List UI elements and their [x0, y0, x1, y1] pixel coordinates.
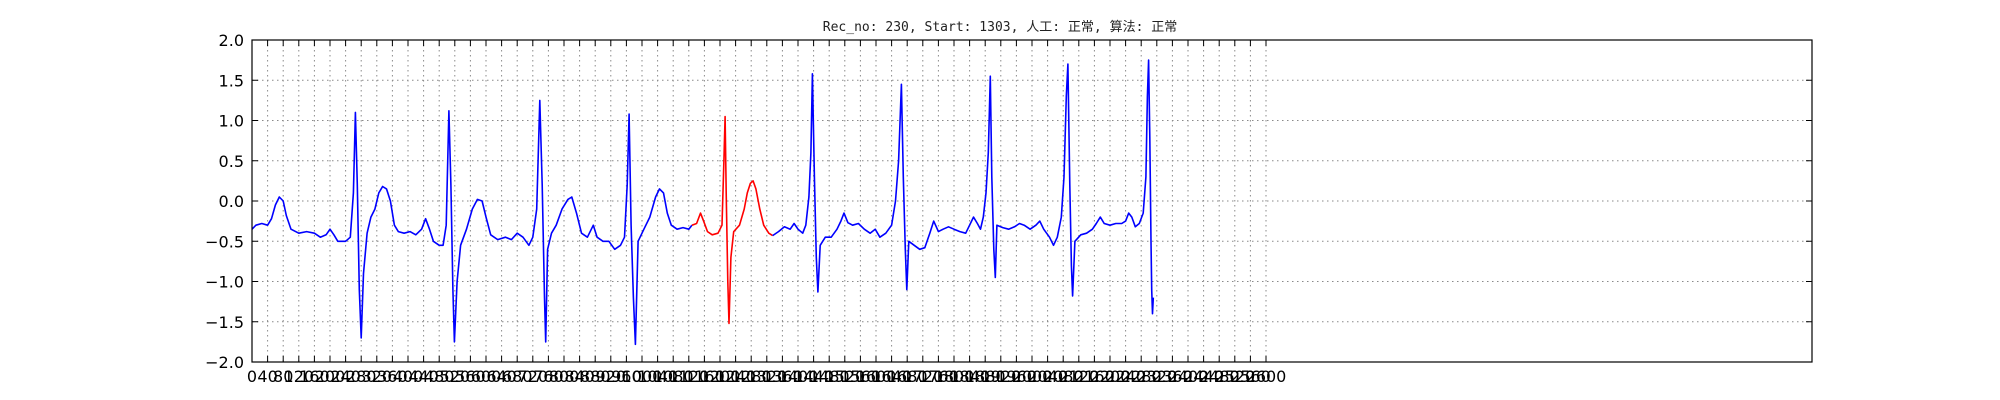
x-tick-label: 1040: [637, 367, 678, 386]
chart-title: Rec_no: 230, Start: 1303, 人工: 正常, 算法: 正常: [823, 20, 1177, 35]
ecg-series-1: [251, 99, 693, 346]
x-tick-label: 1520: [824, 367, 865, 386]
x-tick-label: 1800: [934, 367, 975, 386]
x-tick-label: 240: [330, 367, 361, 386]
x-tick-label: 1720: [902, 367, 943, 386]
x-tick-label: 1240: [715, 367, 756, 386]
x-tick-label: 1760: [918, 367, 959, 386]
y-axis-tick-labels: 2.0 1.5 1.0 0.5 0.0 −0.5 −1.0 −1.5 −2.0: [205, 31, 244, 372]
x-tick-label: 1120: [668, 367, 709, 386]
x-tick-label: 680: [502, 367, 533, 386]
x-tick-label: 2400: [1168, 367, 1209, 386]
y-tick-label: 1.5: [219, 71, 244, 90]
ecg-series-2: [691, 115, 774, 325]
x-tick-label: 80: [273, 367, 293, 386]
x-tick-label: 2600: [1246, 367, 1287, 386]
x-tick-label: 2120: [1058, 367, 1099, 386]
x-tick-label: 2360: [1152, 367, 1193, 386]
x-tick-label: 1680: [887, 367, 928, 386]
x-tick-label: 0: [247, 367, 257, 386]
x-tick-label: 120: [284, 367, 315, 386]
x-tick-label: 2320: [1136, 367, 1177, 386]
x-tick-label: 1880: [965, 367, 1006, 386]
y-tick-label: −1.5: [205, 313, 244, 332]
x-tick-label: 600: [471, 367, 502, 386]
x-tick-label: 2040: [1027, 367, 1068, 386]
y-tick-label: −0.5: [205, 232, 244, 251]
x-tick-label: 280: [346, 367, 377, 386]
x-tick-label: 1320: [746, 367, 787, 386]
x-tick-label: 320: [362, 367, 393, 386]
x-tick-label: 800: [549, 367, 580, 386]
x-tick-label: 2480: [1199, 367, 1240, 386]
ecg-series-3: [772, 59, 1155, 315]
x-tick-label: 1080: [653, 367, 694, 386]
axis-ticks: [251, 39, 1812, 363]
x-tick-label: 760: [533, 367, 564, 386]
x-tick-label: 960: [611, 367, 642, 386]
x-tick-label: 1400: [778, 367, 819, 386]
x-tick-label: 1480: [809, 367, 850, 386]
gridlines: [252, 40, 1812, 362]
y-tick-label: 0.0: [219, 192, 244, 211]
x-tick-label: 360: [377, 367, 408, 386]
x-tick-label: 2000: [1012, 367, 1053, 386]
x-tick-label: 1840: [949, 367, 990, 386]
x-tick-label: 1560: [840, 367, 881, 386]
x-tick-label: 1280: [731, 367, 772, 386]
x-tick-label: 2240: [1105, 367, 1146, 386]
x-tick-label: 200: [315, 367, 346, 386]
y-tick-label: 2.0: [219, 31, 244, 50]
x-tick-label: 1960: [996, 367, 1037, 386]
x-tick-label: 840: [564, 367, 595, 386]
x-tick-label: 2560: [1230, 367, 1271, 386]
x-tick-label: 520: [440, 367, 471, 386]
x-tick-label: 2080: [1043, 367, 1084, 386]
x-axis-tick-labels: 0 408012016020024028032036040044048052056…: [247, 367, 1286, 386]
x-tick-label: 1360: [762, 367, 803, 386]
y-tick-label: 1.0: [219, 112, 244, 131]
x-tick-label: 2200: [1090, 367, 1131, 386]
x-tick-label: 640: [486, 367, 517, 386]
y-tick-label: 0.5: [219, 152, 244, 171]
x-tick-label: 560: [455, 367, 486, 386]
x-tick-label: 2520: [1214, 367, 1255, 386]
x-tick-label: 40: [257, 367, 277, 386]
x-tick-label: 720: [518, 367, 549, 386]
x-tick-label: 1200: [700, 367, 741, 386]
x-tick-label: 880: [580, 367, 611, 386]
x-tick-label: 1000: [622, 367, 663, 386]
x-tick-label: 1600: [856, 367, 897, 386]
x-tick-label: 2160: [1074, 367, 1115, 386]
x-tick-label: 920: [596, 367, 627, 386]
x-tick-label: 2440: [1183, 367, 1224, 386]
x-tick-label: 2280: [1121, 367, 1162, 386]
x-tick-label: 1640: [871, 367, 912, 386]
x-tick-label: 160: [299, 367, 330, 386]
x-tick-label: 480: [424, 367, 455, 386]
series-lines: [251, 59, 1155, 346]
x-tick-label: 440: [408, 367, 439, 386]
x-tick-label: 1160: [684, 367, 725, 386]
x-tick-label: 1440: [793, 367, 834, 386]
x-tick-label: 400: [393, 367, 424, 386]
y-tick-label: −1.0: [205, 273, 244, 292]
y-tick-label: −2.0: [205, 353, 244, 372]
x-tick-label: 1920: [980, 367, 1021, 386]
